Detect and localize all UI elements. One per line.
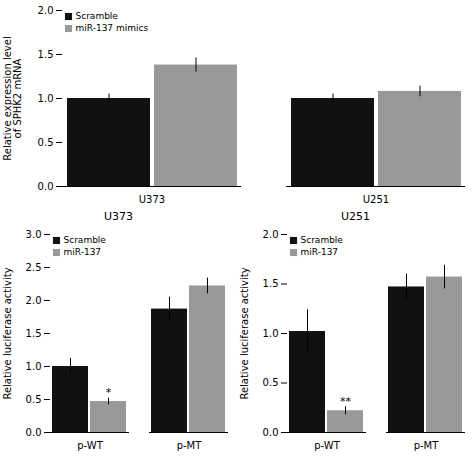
svg-text:3.0: 3.0 (26, 229, 42, 240)
svg-text:1.5: 1.5 (38, 49, 54, 60)
svg-text:1.0: 1.0 (38, 93, 54, 104)
svg-text:**: ** (340, 395, 352, 408)
svg-text:Scramble: Scramble (64, 235, 107, 245)
svg-text:1.5: 1.5 (263, 278, 279, 289)
svg-text:0.0: 0.0 (38, 181, 54, 192)
svg-text:U251: U251 (363, 194, 389, 205)
svg-text:Scramble: Scramble (76, 11, 119, 21)
svg-text:p-MT: p-MT (177, 440, 203, 451)
svg-text:1.5: 1.5 (26, 328, 42, 339)
svg-text:Relative luciferase activity: Relative luciferase activity (239, 267, 250, 399)
svg-text:0.5: 0.5 (263, 377, 279, 388)
svg-text:Relative expression levelof SP: Relative expression levelof SPHK2 mRNA (2, 36, 23, 160)
svg-text:Relative luciferase activity: Relative luciferase activity (2, 267, 13, 399)
svg-text:p-WT: p-WT (77, 440, 103, 451)
html-text:U251: U251 (341, 210, 370, 223)
svg-text:1.0: 1.0 (26, 361, 42, 372)
svg-text:Scramble: Scramble (301, 235, 344, 245)
svg-text:0.0: 0.0 (26, 427, 42, 438)
svg-text:0.5: 0.5 (38, 137, 54, 148)
svg-text:miR-137: miR-137 (64, 247, 102, 257)
svg-text:0.0: 0.0 (263, 427, 279, 438)
svg-text:p-WT: p-WT (314, 440, 340, 451)
svg-text:p-MT: p-MT (414, 440, 440, 451)
svg-text:miR-137 mimics: miR-137 mimics (76, 23, 149, 33)
svg-text:2.5: 2.5 (26, 262, 42, 273)
svg-text:*: * (106, 386, 112, 399)
html-text:U373: U373 (104, 210, 133, 223)
svg-text:2.0: 2.0 (26, 295, 42, 306)
svg-text:U373: U373 (139, 194, 165, 205)
svg-text:2.0: 2.0 (263, 229, 279, 240)
svg-text:miR-137: miR-137 (301, 247, 339, 257)
svg-text:0.5: 0.5 (26, 394, 42, 405)
svg-text:1.0: 1.0 (263, 328, 279, 339)
svg-text:2.0: 2.0 (38, 5, 54, 16)
